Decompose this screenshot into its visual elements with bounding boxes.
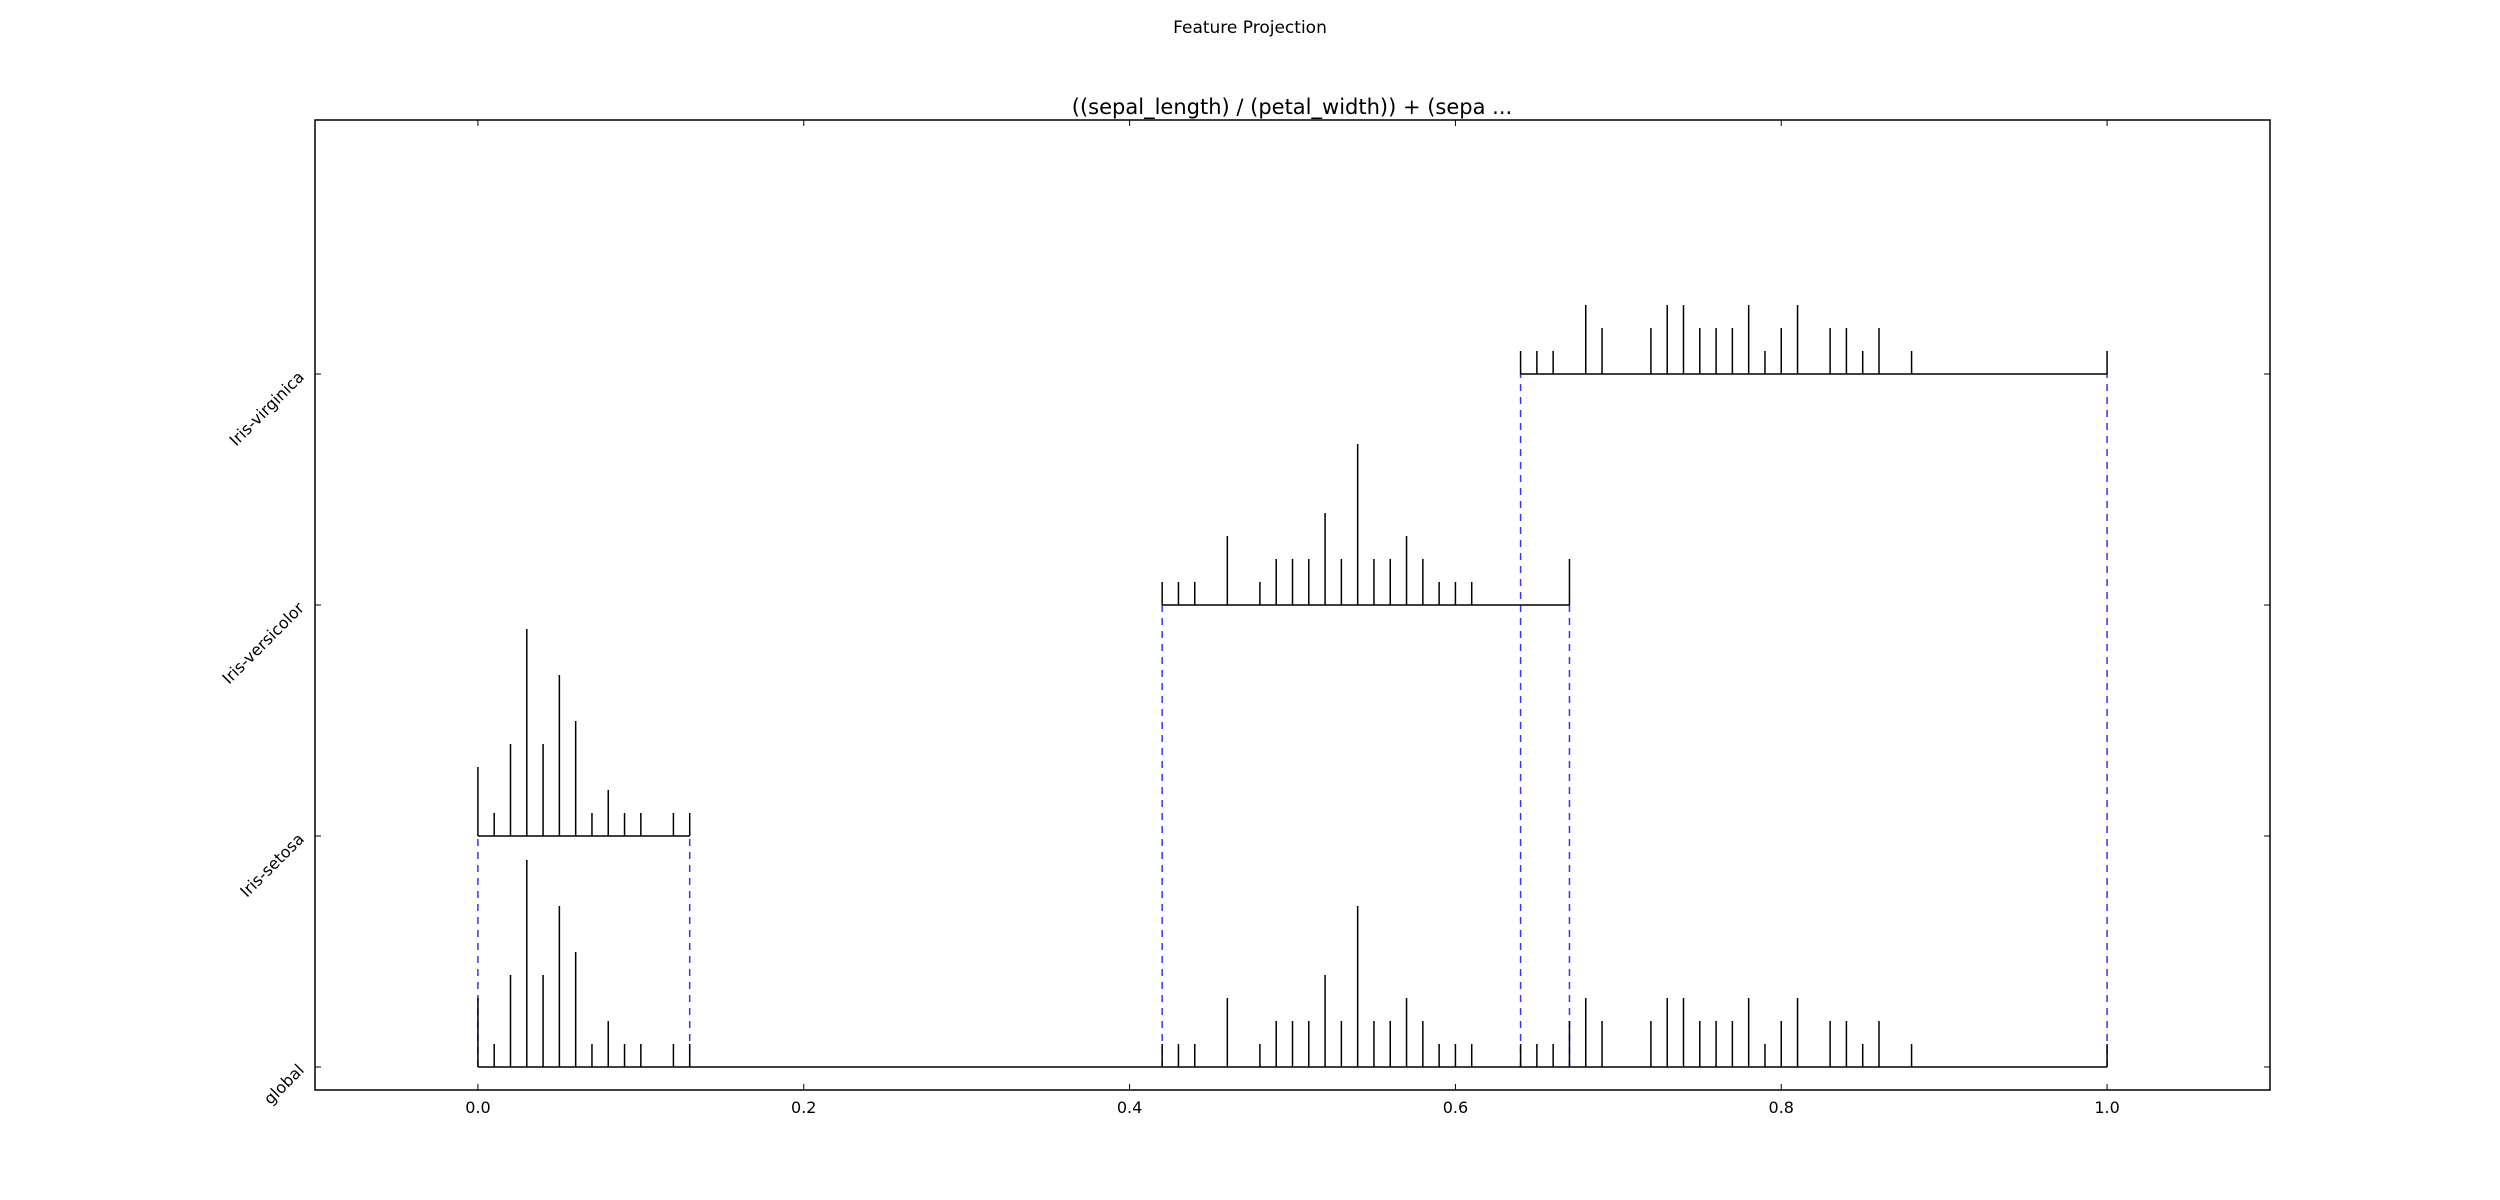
x-tick-label: 0.4 bbox=[1117, 1098, 1142, 1117]
y-tick-label: Iris-versicolor bbox=[218, 598, 308, 688]
row-iris-virginica bbox=[1519, 305, 2108, 375]
figure-title: Feature Projection bbox=[1173, 18, 1327, 38]
row-global bbox=[477, 860, 2108, 1068]
x-axis: 0.0 0.2 0.4 0.6 0.8 1.0 bbox=[465, 120, 2120, 1117]
chart-title: ((sepal_length) / (petal_width)) + (sepa… bbox=[1072, 95, 1512, 120]
x-tick-label: 1.0 bbox=[2094, 1098, 2119, 1117]
row-iris-versicolor bbox=[1161, 444, 1571, 606]
y-tick-label: Iris-virginica bbox=[226, 367, 308, 449]
histogram-rows bbox=[477, 305, 2108, 1068]
x-tick-label: 0.2 bbox=[791, 1098, 816, 1117]
row-iris-setosa bbox=[477, 629, 691, 837]
y-tick-label: global bbox=[260, 1060, 308, 1108]
y-tick-label: Iris-setosa bbox=[236, 829, 308, 901]
x-tick-label: 0.8 bbox=[1769, 1098, 1794, 1117]
boundary-lines bbox=[477, 374, 2108, 1067]
x-tick-label: 0.6 bbox=[1443, 1098, 1468, 1117]
x-tick-label: 0.0 bbox=[465, 1098, 490, 1117]
